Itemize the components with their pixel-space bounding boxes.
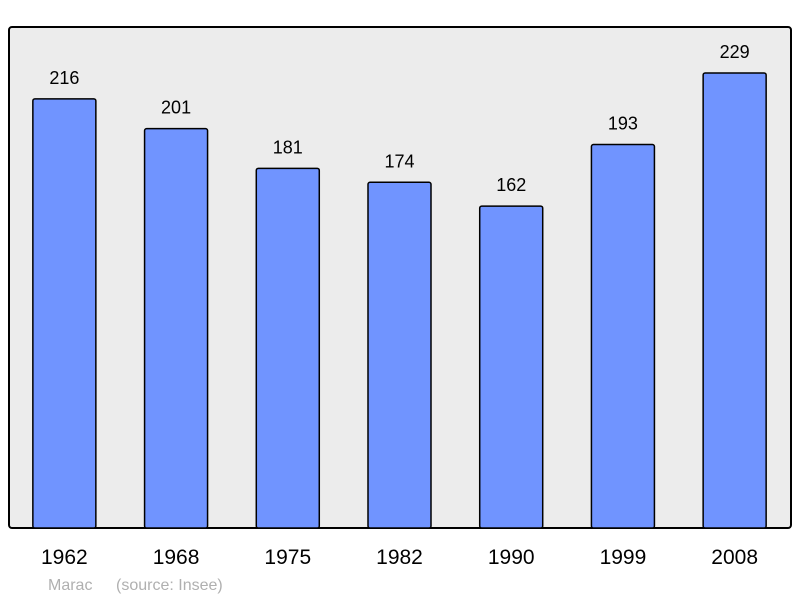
data-label-1999: 193 — [608, 114, 638, 134]
bar-1990 — [478, 205, 544, 529]
x-tick-label: 1968 — [153, 546, 200, 569]
bar-1968 — [143, 127, 209, 529]
x-tick-label: 1982 — [376, 546, 423, 569]
data-label-1990: 162 — [496, 175, 526, 195]
caption-source: (source: Insee) — [116, 577, 223, 594]
data-label-2008: 229 — [720, 42, 750, 62]
bar-1999 — [590, 143, 656, 529]
x-tick-label: 1975 — [264, 546, 311, 569]
data-label-1975: 181 — [273, 137, 303, 157]
x-tick-label: 1990 — [488, 546, 535, 569]
data-label-1982: 174 — [384, 151, 414, 171]
x-tick-label: 2008 — [711, 546, 758, 569]
data-label-1968: 201 — [161, 98, 191, 118]
bar-1962 — [32, 98, 97, 529]
x-tick-label: 1962 — [41, 546, 88, 569]
x-tick-label: 1999 — [600, 546, 647, 569]
bar-1975 — [255, 167, 321, 529]
data-label-1962: 216 — [49, 68, 79, 88]
bar-2008 — [702, 72, 767, 529]
caption-place: Marac — [48, 577, 92, 594]
bar-1982 — [367, 181, 432, 529]
